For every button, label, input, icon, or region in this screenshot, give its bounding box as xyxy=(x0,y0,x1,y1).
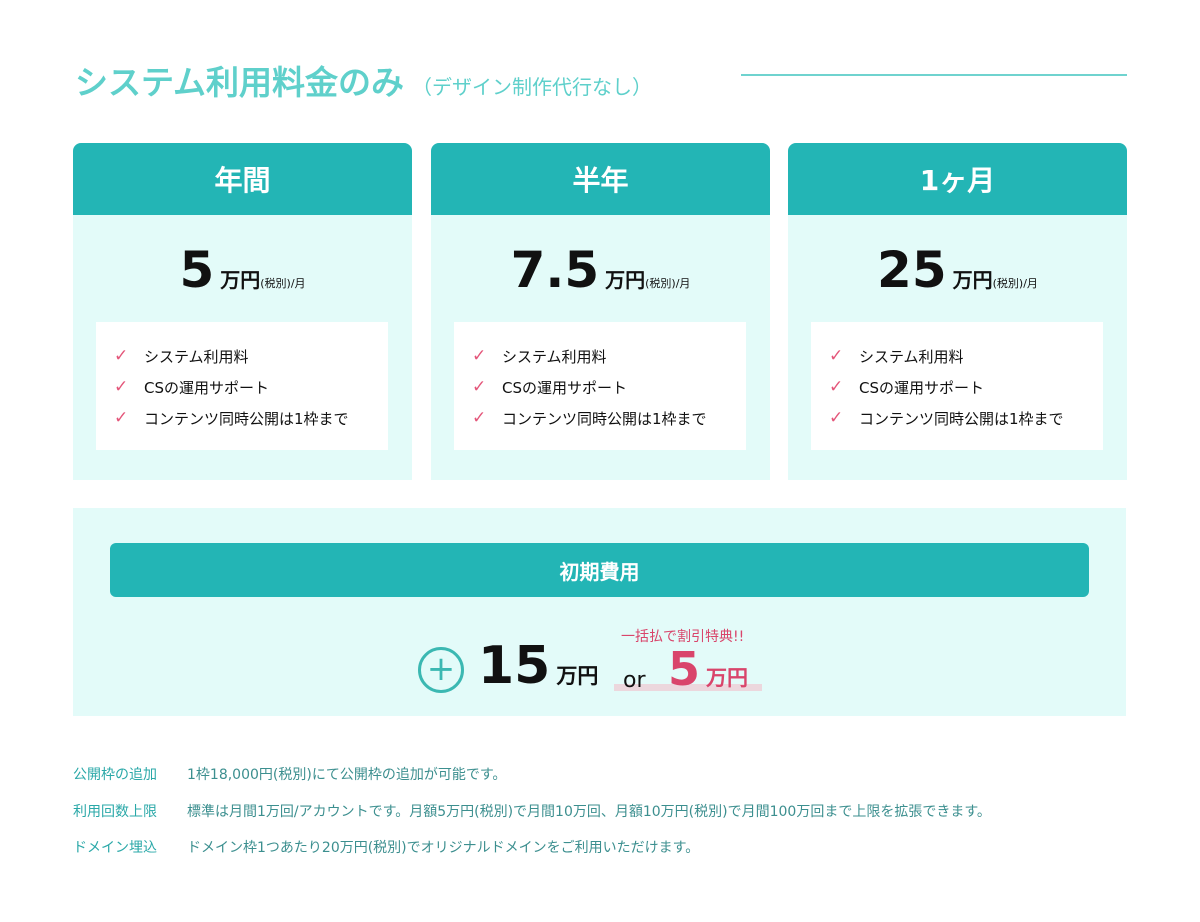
initial-cost-header: 初期費用 xyxy=(110,543,1089,597)
note-label: 公開枠の追加 xyxy=(73,767,157,783)
price-tax: (税別)/月 xyxy=(645,277,691,290)
note-row: ドメイン埋込 ドメイン枠1つあたり20万円(税別)でオリジナルドメインをご利用いた… xyxy=(73,837,991,874)
feature-item: ✓ システム利用料 xyxy=(472,346,746,377)
feature-item: ✓ CSの運用サポート xyxy=(114,377,388,408)
feature-item: ✓ CSの運用サポート xyxy=(829,377,1103,408)
feature-item: ✓ システム利用料 xyxy=(829,346,1103,377)
feature-list: ✓ システム利用料 ✓ CSの運用サポート ✓ コンテンツ同時公開は1枠まで xyxy=(96,322,388,450)
check-icon: ✓ xyxy=(114,377,129,397)
price-tax: (税別)/月 xyxy=(260,277,306,290)
feature-label: コンテンツ同時公開は1枠まで xyxy=(144,410,349,428)
note-text: 1枠18,000円(税別)にて公開枠の追加が可能です。 xyxy=(187,767,507,783)
price-unit: 万円 xyxy=(952,268,993,292)
check-icon: ✓ xyxy=(472,346,487,366)
feature-item: ✓ システム利用料 xyxy=(114,346,388,377)
plan-price: 25 万円(税別)/月 xyxy=(788,241,1127,299)
feature-list: ✓ システム利用料 ✓ CSの運用サポート ✓ コンテンツ同時公開は1枠まで xyxy=(811,322,1103,450)
feature-list: ✓ システム利用料 ✓ CSの運用サポート ✓ コンテンツ同時公開は1枠まで xyxy=(454,322,746,450)
note-row: 公開枠の追加 1枠18,000円(税別)にて公開枠の追加が可能です。 xyxy=(73,764,991,801)
feature-label: CSの運用サポート xyxy=(144,379,269,397)
plan-price: 7.5 万円(税別)/月 xyxy=(431,241,770,299)
price-number: 7.5 xyxy=(510,241,600,299)
or-text: or xyxy=(623,668,646,693)
price-unit: 万円 xyxy=(605,268,646,292)
plan-name: 年間 xyxy=(73,143,412,215)
plan-name: 半年 xyxy=(431,143,770,215)
price-tax: (税別)/月 xyxy=(992,277,1038,290)
title-main: システム利用料金のみ xyxy=(75,63,405,102)
feature-item: ✓ コンテンツ同時公開は1枠まで xyxy=(472,408,746,439)
plan-price: 5 万円(税別)/月 xyxy=(73,241,412,299)
discount-price: 5 万円 xyxy=(668,642,748,696)
note-text: ドメイン枠1つあたり20万円(税別)でオリジナルドメインをご利用いただけます。 xyxy=(187,840,700,856)
discount-price-unit: 万円 xyxy=(706,666,749,690)
note-label: 利用回数上限 xyxy=(73,803,157,820)
note-label: ドメイン埋込 xyxy=(73,840,157,856)
section-title: システム利用料金のみ （デザイン制作代行なし） xyxy=(75,56,652,104)
feature-label: コンテンツ同時公開は1枠まで xyxy=(502,410,707,428)
title-sub: （デザイン制作代行なし） xyxy=(412,75,653,99)
promo-text: 一括払で割引特典!! xyxy=(621,629,745,645)
initial-price: 15 万円 xyxy=(478,636,598,696)
feature-label: システム利用料 xyxy=(859,348,964,366)
plan-card: 半年 7.5 万円(税別)/月 ✓ システム利用料 ✓ CSの運用サポート ✓ コンテンツ同… xyxy=(431,143,770,480)
price-number: 5 xyxy=(179,241,215,299)
plus-icon: + xyxy=(418,647,464,693)
check-icon: ✓ xyxy=(472,408,487,428)
feature-label: システム利用料 xyxy=(144,348,249,366)
check-icon: ✓ xyxy=(114,408,129,428)
feature-item: ✓ コンテンツ同時公開は1枠まで xyxy=(114,408,388,439)
plan-card: 年間 5 万円(税別)/月 ✓ システム利用料 ✓ CSの運用サポート ✓ コンテンツ同時公… xyxy=(73,143,412,480)
discount-underline xyxy=(614,684,762,691)
feature-item: ✓ コンテンツ同時公開は1枠まで xyxy=(829,408,1103,439)
price-unit: 万円 xyxy=(220,268,261,292)
plan-name: 1ヶ月 xyxy=(788,143,1127,215)
feature-label: CSの運用サポート xyxy=(859,379,984,397)
feature-item: ✓ CSの運用サポート xyxy=(472,377,746,408)
check-icon: ✓ xyxy=(829,408,844,428)
feature-label: CSの運用サポート xyxy=(502,379,627,397)
notes: 公開枠の追加 1枠18,000円(税別)にて公開枠の追加が可能です。 利用回数上限… xyxy=(73,764,991,874)
check-icon: ✓ xyxy=(829,377,844,397)
title-divider xyxy=(741,74,1127,76)
plan-card: 1ヶ月 25 万円(税別)/月 ✓ システム利用料 ✓ CSの運用サポート ✓ コンテンツ同… xyxy=(788,143,1127,480)
note-row: 利用回数上限 標準は月間1万回/アカウントです。月額5万円(税別)で月間10万回、… xyxy=(73,801,991,838)
check-icon: ✓ xyxy=(829,346,844,366)
check-icon: ✓ xyxy=(472,377,487,397)
price-number: 25 xyxy=(877,241,947,299)
feature-label: コンテンツ同時公開は1枠まで xyxy=(859,410,1064,428)
initial-price-number: 15 xyxy=(478,636,551,696)
discount-price-number: 5 xyxy=(668,642,701,696)
feature-label: システム利用料 xyxy=(502,348,607,366)
check-icon: ✓ xyxy=(114,346,129,366)
initial-price-unit: 万円 xyxy=(556,664,599,688)
initial-cost-panel: 初期費用 + 15 万円 or 一括払で割引特典!! 5 万円 xyxy=(73,508,1126,716)
note-text: 標準は月間1万回/アカウントです。月額5万円(税別)で月間10万回、月額10万円… xyxy=(187,803,991,820)
